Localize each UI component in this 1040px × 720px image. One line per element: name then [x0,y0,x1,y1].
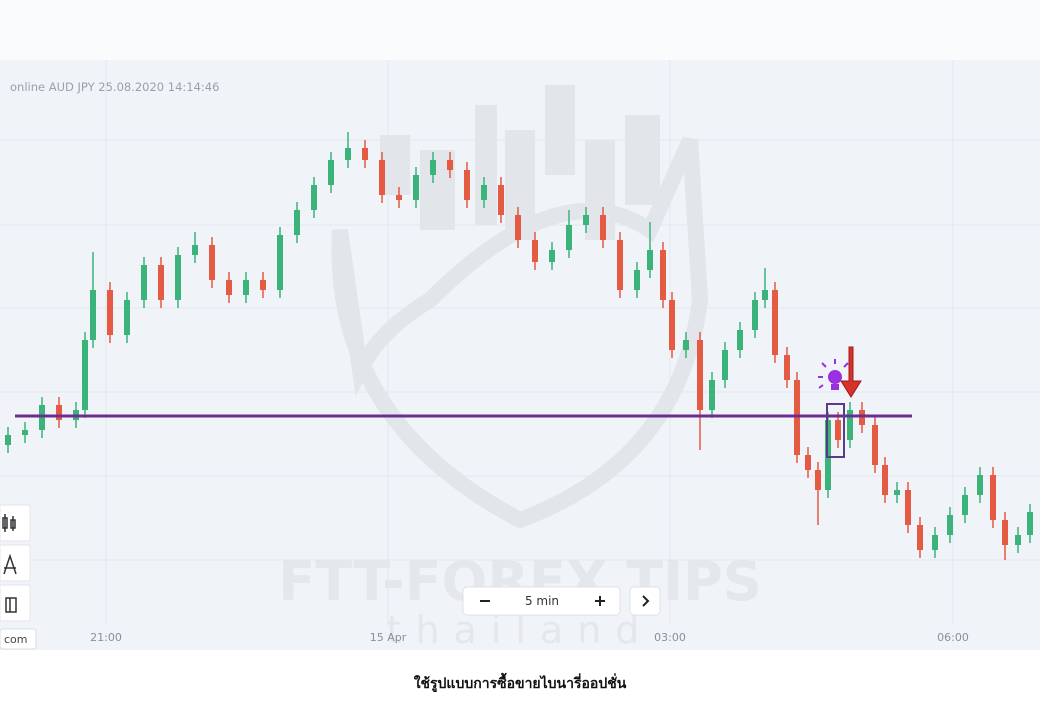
zoom-control[interactable] [462,586,621,616]
highlight-box [826,403,845,458]
time-label: 03:00 [654,631,686,644]
watermark-logo [331,85,709,529]
sidebar-label-box [0,628,37,650]
caption: ใช้รูปแบบการซื้อขายไบนารี่ออปชั่น [413,676,627,692]
down-arrow [840,346,862,398]
time-label: 15 Apr [370,631,407,644]
header-title: online AUD JPY 25.08.2020 14:14:46 [10,80,219,94]
time-label: 06:00 [937,631,969,644]
sidebar-label: com [4,633,28,646]
top-band [0,0,1040,60]
next-button[interactable] [629,586,661,616]
time-label: 21:00 [90,631,122,644]
lightbulb-icon [818,359,849,390]
zoom-interval: 5 min [525,594,559,608]
tool-panel [0,504,31,622]
next-chevron [642,595,650,607]
zoom-in-button[interactable] [595,596,605,606]
